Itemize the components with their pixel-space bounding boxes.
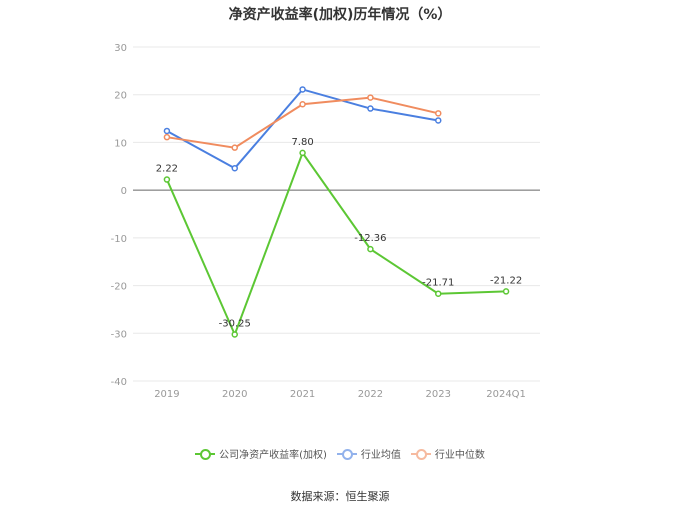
x-tick-label: 2023 xyxy=(426,389,451,400)
data-label: -21.71 xyxy=(422,278,454,289)
y-tick-label: -10 xyxy=(111,234,127,245)
data-point[interactable] xyxy=(231,144,238,151)
data-point[interactable] xyxy=(435,290,442,297)
y-tick-label: -30 xyxy=(111,329,127,340)
legend-item-0[interactable]: 公司净资产收益率(加权) xyxy=(195,446,327,461)
x-tick-label: 2024Q1 xyxy=(486,389,526,400)
data-source: 数据来源：恒生聚源 xyxy=(290,490,390,503)
data-point[interactable] xyxy=(299,101,306,108)
data-label: -30.25 xyxy=(219,318,251,329)
y-tick-label: -40 xyxy=(111,377,127,388)
data-point[interactable] xyxy=(367,245,374,253)
data-point[interactable] xyxy=(163,127,171,135)
legend-line-icon xyxy=(410,448,431,460)
data-label: -21.22 xyxy=(490,275,522,286)
legend-item-1[interactable]: 行业均值 xyxy=(336,446,401,461)
data-point[interactable] xyxy=(435,117,442,124)
data-point[interactable] xyxy=(299,149,306,157)
line-chart: 30 20 10 0 -10 -20 -30 -40 2019 2020 2021 2022 2023… xyxy=(111,43,540,400)
chart-legend: 公司净资产收益率(加权) 行业均值 行业中位数 xyxy=(0,446,680,461)
data-label: 7.80 xyxy=(291,137,313,148)
legend-item-2[interactable]: 行业中位数 xyxy=(410,446,485,461)
data-labels: 2.22 -30.25 7.80 -12.36 -21.71 -21.22 xyxy=(156,137,522,330)
x-axis: 2019 2020 2021 2022 2023 2024Q1 xyxy=(154,389,526,400)
series-line-0 xyxy=(166,150,507,338)
data-point[interactable] xyxy=(367,105,374,112)
y-tick-label: 10 xyxy=(114,138,127,149)
legend-line-icon xyxy=(336,448,357,460)
data-point[interactable] xyxy=(502,288,510,295)
legend-label: 行业均值 xyxy=(360,450,401,461)
x-tick-label: 2022 xyxy=(358,389,383,400)
data-point[interactable] xyxy=(435,110,442,117)
data-point[interactable] xyxy=(299,86,306,93)
grid-lines xyxy=(133,46,540,382)
y-tick-label: 30 xyxy=(114,43,127,54)
series-lines xyxy=(163,86,510,338)
data-point[interactable] xyxy=(367,94,374,101)
legend-line-icon xyxy=(195,448,216,460)
legend-label: 行业中位数 xyxy=(434,450,485,461)
legend-label: 公司净资产收益率(加权) xyxy=(219,450,327,461)
chart-title: 净资产收益率(加权)历年情况（%） xyxy=(228,7,452,23)
data-label: 2.22 xyxy=(156,164,178,175)
y-tick-label: 0 xyxy=(121,186,127,197)
y-axis: 30 20 10 0 -10 -20 -30 -40 xyxy=(111,43,127,388)
data-point[interactable] xyxy=(231,164,238,172)
data-label: -12.36 xyxy=(354,233,386,244)
x-tick-label: 2020 xyxy=(222,389,247,400)
data-point[interactable] xyxy=(163,133,171,141)
data-point[interactable] xyxy=(163,176,171,183)
x-tick-label: 2019 xyxy=(154,389,179,400)
x-tick-label: 2021 xyxy=(290,389,315,400)
y-tick-label: -20 xyxy=(111,282,127,293)
y-tick-label: 20 xyxy=(114,91,127,102)
data-point[interactable] xyxy=(231,331,238,338)
